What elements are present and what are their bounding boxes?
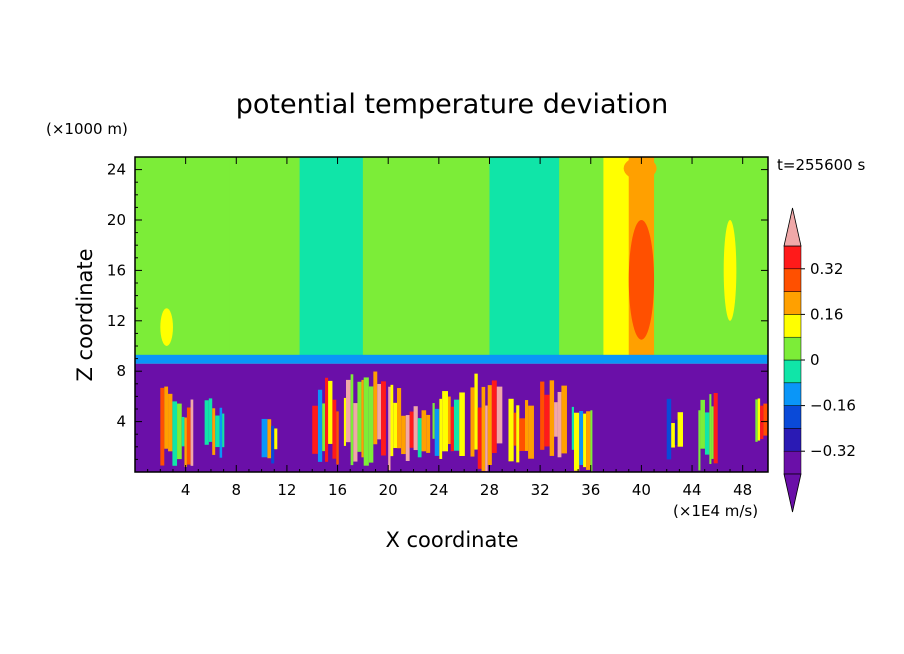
x-tick-label-36: 36	[581, 481, 600, 499]
lower-blob-7	[470, 373, 503, 472]
x-tick-label-32: 32	[531, 481, 550, 499]
x-tick-label-48: 48	[733, 481, 752, 499]
colorbar-segment-1	[783, 428, 802, 452]
x-tick-label-44: 44	[682, 481, 701, 499]
upper-feature-3	[723, 220, 737, 321]
colorbar-label-1: 0.16	[810, 305, 843, 323]
x-unit-label: (×1E4 m/s)	[673, 502, 758, 520]
colorbar-segment-3	[783, 382, 802, 406]
lower-blob-11	[666, 398, 683, 460]
colorbar-over-triangle	[783, 207, 802, 247]
y-axis-label: Z coordinate	[73, 248, 97, 381]
y-tick-label-12: 12	[107, 312, 126, 330]
y-tick-label-20: 20	[107, 211, 126, 229]
colorbar-segment-8	[783, 268, 802, 292]
transition-band	[135, 354, 768, 364]
upper-column-4	[267, 157, 301, 364]
x-tick-label-40: 40	[632, 481, 651, 499]
upper-column-11	[559, 157, 604, 364]
upper-column-7	[362, 157, 427, 364]
x-tick-label-28: 28	[480, 481, 499, 499]
lower-blob-4	[343, 371, 386, 466]
upper-column-6	[331, 157, 364, 364]
lower-blob-12	[698, 393, 718, 471]
x-tick-label-20: 20	[379, 481, 398, 499]
y-tick-label-16: 16	[107, 261, 126, 279]
upper-column-0	[135, 157, 161, 364]
x-axis: 4 8 12 16 20 24 28 32 36 40 44 48	[147, 157, 756, 499]
upper-column-14	[654, 157, 680, 364]
lower-blob-2	[261, 418, 278, 464]
lower-blob-6	[432, 391, 465, 459]
lower-blob-5	[388, 384, 431, 471]
colorbar-segment-5	[783, 336, 802, 361]
lower-blob-3	[312, 377, 339, 465]
lower-blob-1	[204, 398, 225, 458]
colorbar-label-0: 0.32	[810, 260, 843, 278]
chart-title: potential temperature deviation	[236, 89, 668, 120]
lower-blob-8	[508, 398, 534, 463]
upper-column-3	[229, 157, 269, 364]
colorbar-segment-7	[783, 291, 802, 315]
x-tick-label-16: 16	[328, 481, 347, 499]
upper-column-9	[489, 157, 528, 364]
x-tick-label-8: 8	[232, 481, 242, 499]
y-unit-label: (×1000 m)	[46, 120, 128, 138]
upper-column-2	[185, 157, 231, 364]
x-tick-label-4: 4	[181, 481, 191, 499]
upper-column-12	[603, 157, 630, 364]
upper-feature-2	[160, 308, 173, 346]
time-label: t=255600 s	[777, 156, 865, 174]
colorbar: 0.32 0.16 0 −0.16 −0.32	[783, 207, 856, 513]
colorbar-segment-0	[783, 450, 802, 475]
colorbar-segment-2	[783, 405, 802, 429]
colorbar-under-triangle	[783, 473, 802, 513]
colorbar-segment-9	[783, 245, 802, 270]
upper-feature-1	[623, 157, 657, 180]
upper-column-15	[679, 157, 718, 364]
x-tick-label-24: 24	[429, 481, 448, 499]
upper-column-5	[299, 157, 332, 364]
colorbar-segment-4	[783, 359, 802, 384]
lower-blob-13	[755, 398, 768, 442]
x-axis-label: X coordinate	[385, 528, 518, 552]
y-tick-label-8: 8	[116, 362, 126, 380]
upper-feature-0	[628, 220, 655, 340]
colorbar-label-2: 0	[810, 351, 820, 369]
lower-blob-10	[571, 406, 593, 472]
lower-blob-9	[540, 380, 567, 458]
upper-column-8	[426, 157, 490, 364]
upper-column-10	[527, 157, 560, 364]
x-tick-label-12: 12	[277, 481, 296, 499]
colorbar-segment-6	[783, 314, 802, 338]
colorbar-label-3: −0.16	[810, 397, 856, 415]
contour-field	[135, 157, 768, 472]
y-axis: 4 8 12 16 20 24	[107, 161, 768, 460]
y-tick-label-4: 4	[116, 413, 126, 431]
colorbar-label-4: −0.32	[810, 442, 856, 460]
lower-blob-0	[160, 386, 194, 467]
y-tick-label-24: 24	[107, 161, 126, 179]
